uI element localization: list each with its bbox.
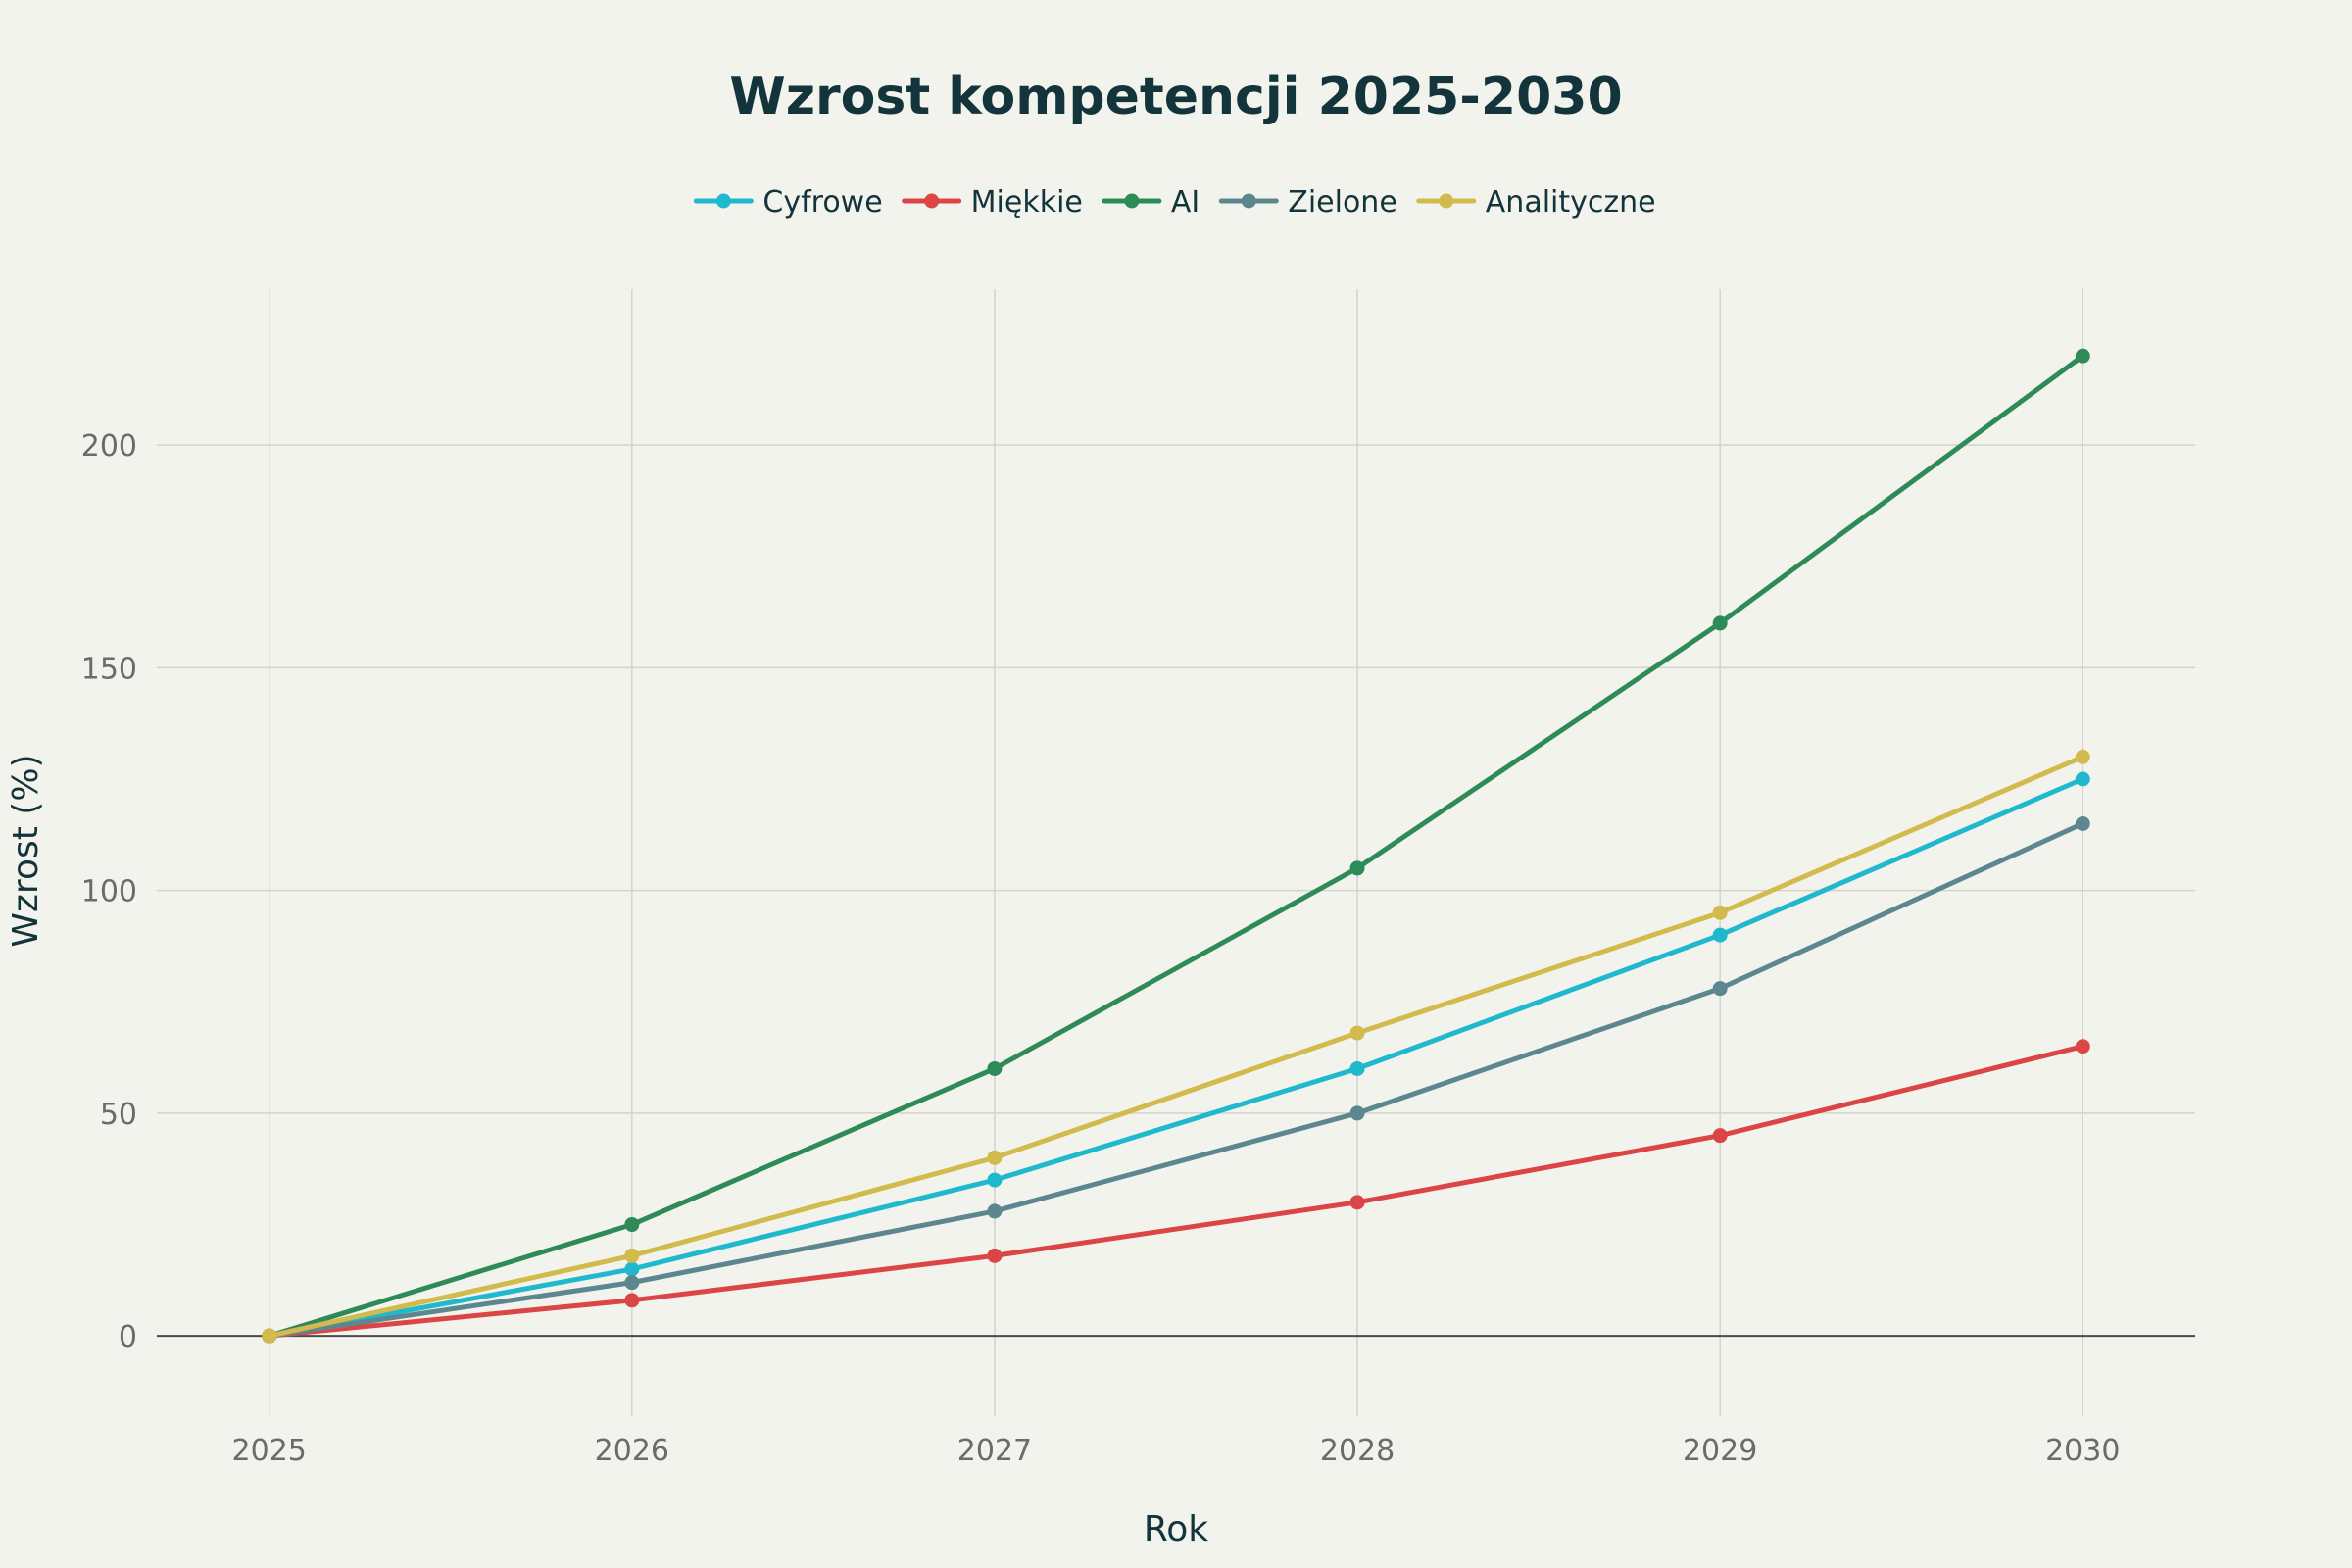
series-ai <box>262 348 2090 1344</box>
y-tick-label: 150 <box>81 652 137 686</box>
data-point <box>1712 927 1728 943</box>
data-point <box>1349 860 1365 876</box>
x-axis-title: Rok <box>1144 1509 1208 1549</box>
legend-swatch-marker <box>1439 193 1454 209</box>
data-point <box>2075 771 2090 787</box>
legend-label: Analityczne <box>1486 185 1656 220</box>
x-tick-label: 2030 <box>2045 1434 2120 1468</box>
series-line <box>267 776 2085 1339</box>
series-analityczne <box>262 749 2090 1344</box>
x-tick-label: 2026 <box>595 1434 669 1468</box>
y-tick-label: 50 <box>100 1098 137 1132</box>
data-point <box>624 1275 640 1291</box>
legend: Cyfrowe Miękkie AI Zielone Analityczne <box>693 185 1656 220</box>
data-point <box>1349 1060 1365 1076</box>
data-point <box>2075 348 2090 364</box>
x-tick-label: 2028 <box>1320 1434 1395 1468</box>
y-axis-ticks: 0 50 100 150 200 <box>81 429 137 1354</box>
legend-label: Miękkie <box>971 185 1083 220</box>
x-axis-ticks: 2025 2026 2027 2028 2029 2030 <box>232 1434 2121 1468</box>
x-tick-label: 2025 <box>232 1434 307 1468</box>
y-axis-title: Wzrost (%) <box>6 754 46 947</box>
data-point <box>987 1172 1003 1188</box>
series-line <box>267 820 2085 1339</box>
series-line <box>267 1044 2085 1339</box>
legend-item-analityczne: Analityczne <box>1416 185 1656 220</box>
data-point <box>987 1150 1003 1165</box>
x-tick-label: 2027 <box>957 1434 1032 1468</box>
grid <box>157 289 2195 1416</box>
data-point <box>987 1060 1003 1076</box>
chart-title: Wzrost kompetencji 2025-2030 <box>729 68 1622 126</box>
data-point <box>1349 1105 1365 1121</box>
legend-label: Zielone <box>1288 185 1397 220</box>
series-cyfrowe <box>262 771 2090 1344</box>
legend-swatch-marker <box>1124 193 1140 209</box>
legend-item-cyfrowe: Cyfrowe <box>693 185 883 220</box>
legend-label: Cyfrowe <box>762 185 882 220</box>
data-point <box>262 1328 277 1344</box>
legend-swatch-marker <box>924 193 940 209</box>
legend-item-miękkie: Miękkie <box>902 185 1083 220</box>
legend-item-ai: AI <box>1102 185 1200 220</box>
data-point <box>1349 1025 1365 1041</box>
data-point <box>1712 981 1728 997</box>
data-point <box>624 1293 640 1308</box>
legend-swatch-marker <box>715 193 731 209</box>
y-tick-label: 100 <box>81 875 137 909</box>
data-point <box>2075 815 2090 831</box>
series-line <box>267 353 2085 1339</box>
data-point <box>2075 1039 2090 1054</box>
legend-label: AI <box>1171 185 1200 220</box>
legend-swatch-marker <box>1241 193 1256 209</box>
data-point <box>2075 749 2090 764</box>
data-point <box>1712 615 1728 631</box>
data-point <box>624 1261 640 1277</box>
legend-item-zielone: Zielone <box>1218 185 1397 220</box>
data-point <box>1349 1195 1365 1210</box>
data-point <box>1712 905 1728 920</box>
x-tick-label: 2029 <box>1683 1434 1757 1468</box>
y-tick-label: 0 <box>119 1320 137 1354</box>
data-point <box>624 1248 640 1263</box>
series-line <box>267 754 2085 1339</box>
y-tick-label: 200 <box>81 429 137 464</box>
series-layer <box>262 348 2090 1344</box>
data-point <box>1712 1128 1728 1144</box>
data-point <box>987 1203 1003 1219</box>
data-point <box>624 1217 640 1233</box>
data-point <box>987 1248 1003 1263</box>
